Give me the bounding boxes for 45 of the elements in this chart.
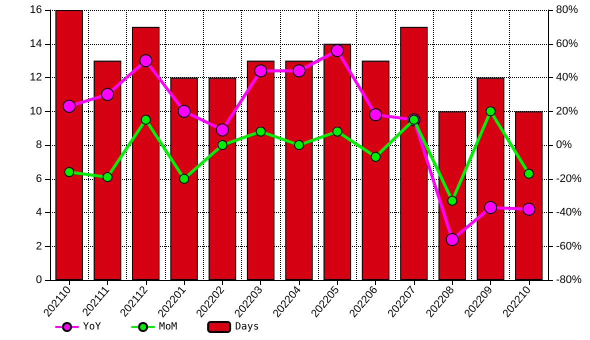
y2-tick-label: -40% [556, 206, 582, 218]
y-tick-label: 10 [30, 105, 42, 118]
point [294, 140, 304, 150]
legend-label: MoM [159, 322, 178, 332]
point [447, 196, 458, 206]
point [332, 126, 342, 136]
point [446, 233, 459, 246]
legend-label: Days [235, 322, 260, 332]
point [524, 168, 534, 179]
y-tick-label: 0 [36, 274, 42, 286]
y2-tick-label: -20% [556, 172, 582, 185]
y2-tick-label: 20% [556, 105, 578, 118]
point [178, 104, 191, 118]
point [139, 54, 152, 68]
point [369, 108, 382, 122]
y-tick-label: 2 [36, 240, 42, 252]
y2-tick-label: 60% [556, 38, 578, 50]
y-tick-label: 4 [36, 206, 42, 218]
point [484, 200, 498, 214]
point [292, 64, 306, 78]
y2-tick-label: -80% [556, 274, 582, 286]
point [216, 123, 229, 136]
y2-tick-label: 40% [556, 72, 578, 84]
point [62, 100, 76, 113]
point [486, 106, 496, 116]
point [102, 172, 112, 182]
y-tick-label: 12 [30, 72, 42, 84]
point [330, 44, 344, 57]
point [256, 126, 266, 136]
point [179, 174, 190, 184]
point [140, 114, 151, 125]
y-tick-label: 6 [36, 172, 42, 185]
y-tick-label: 8 [36, 139, 42, 151]
point [522, 202, 536, 216]
y-tick-label: 16 [30, 4, 42, 16]
legend-label: YoY [83, 322, 102, 332]
y-tick-label: 14 [30, 38, 42, 50]
point [100, 88, 114, 101]
y2-tick-label: -60% [556, 240, 582, 252]
point [254, 64, 268, 78]
point [64, 167, 74, 177]
y2-tick-label: 80% [556, 4, 578, 16]
y2-tick-label: 0% [556, 139, 572, 151]
point [370, 152, 381, 162]
point [217, 140, 228, 150]
